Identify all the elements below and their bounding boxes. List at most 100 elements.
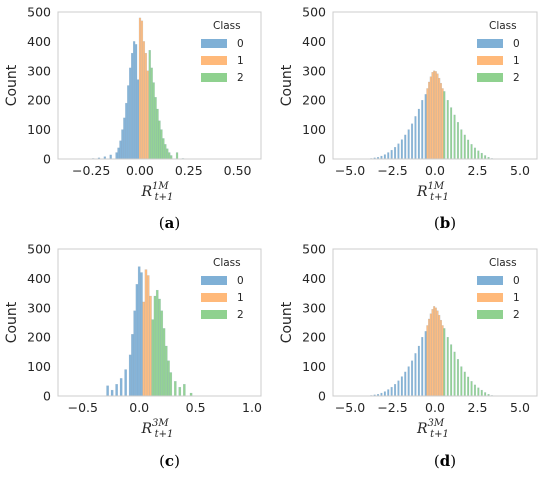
- bar: [473, 384, 476, 397]
- bar: [162, 328, 166, 397]
- legend-swatch: [477, 310, 503, 319]
- bar: [149, 295, 152, 397]
- bar: [121, 129, 124, 160]
- bar: [175, 152, 179, 160]
- bar: [414, 116, 417, 160]
- bar: [154, 97, 157, 160]
- bar: [441, 325, 444, 397]
- bar: [450, 344, 453, 397]
- bar: [439, 82, 442, 160]
- bar: [443, 91, 446, 160]
- bar: [407, 366, 410, 397]
- bar: [463, 134, 466, 160]
- bar: [424, 94, 427, 160]
- bar: [387, 152, 390, 160]
- axes-frame: [332, 11, 538, 160]
- bar: [439, 319, 442, 397]
- x-tick-label: −5.0: [335, 400, 365, 415]
- legend-label: 0: [513, 275, 520, 287]
- bar: [438, 77, 441, 160]
- axes-frame: [57, 248, 262, 397]
- bar: [115, 384, 118, 397]
- bar: [129, 67, 132, 160]
- x-tick-label: 0.0: [425, 163, 445, 178]
- bar: [394, 384, 397, 397]
- bar: [162, 138, 165, 160]
- x-tick-label: −0.5: [68, 400, 98, 415]
- bar: [453, 114, 456, 160]
- legend-title: Class: [489, 257, 517, 269]
- y-tick-label: 0: [318, 152, 326, 167]
- legend-label: 1: [513, 292, 520, 304]
- bar: [390, 386, 393, 397]
- bar: [467, 139, 470, 160]
- bar: [436, 73, 439, 160]
- y-axis-label: Count: [279, 301, 295, 343]
- x-axis-label: R1M t+1: [141, 181, 174, 203]
- x-tick-label: −0.25: [72, 163, 110, 178]
- bar: [470, 144, 473, 160]
- bar: [146, 275, 150, 397]
- bar: [125, 102, 128, 160]
- bar: [142, 41, 146, 160]
- bar: [132, 41, 136, 160]
- bar: [428, 318, 431, 397]
- bar: [434, 307, 437, 397]
- legend-swatch: [201, 73, 227, 82]
- x-axis-label: R1M t+1: [416, 181, 449, 203]
- bar: [169, 372, 173, 397]
- x-tick-label: 0.50: [224, 163, 252, 178]
- bar: [443, 328, 446, 397]
- panel-b: 0 100 200 300 400 500 −5.0 −2.5 0.0 2.5 5.0 Count R1…: [279, 5, 538, 232]
- bar: [131, 334, 134, 397]
- legend-title: Class: [213, 20, 241, 32]
- bar: [387, 389, 390, 397]
- y-tick-label: 100: [27, 359, 51, 374]
- panel-caption: (d): [434, 452, 456, 470]
- y-axis-label: Count: [4, 64, 20, 106]
- bar: [150, 67, 153, 160]
- panel-caption: (c): [159, 452, 180, 470]
- bar: [411, 360, 414, 397]
- legend-label: 1: [237, 292, 244, 304]
- bar: [123, 117, 126, 160]
- bar: [168, 152, 171, 160]
- bar: [158, 120, 161, 160]
- panel-caption: (b): [434, 214, 456, 232]
- y-tick-label: 500: [302, 242, 326, 257]
- bar: [160, 129, 163, 160]
- x-tick-label: −2.5: [377, 163, 407, 178]
- bar: [144, 52, 147, 160]
- bar: [456, 359, 459, 397]
- y-tick-label: 400: [302, 34, 326, 49]
- bar: [484, 392, 487, 397]
- bar: [115, 152, 118, 160]
- bar: [460, 366, 463, 397]
- bar: [155, 289, 159, 397]
- bar: [106, 385, 109, 397]
- bar: [133, 310, 136, 397]
- legend-swatch: [477, 39, 503, 48]
- bar: [110, 389, 114, 397]
- legend-swatch: [477, 276, 503, 285]
- axes-frame: [57, 11, 262, 160]
- bar: [128, 354, 132, 397]
- bar: [424, 331, 427, 397]
- x-tick-label: 2.5: [468, 400, 488, 415]
- x-tick-label: 5.0: [510, 163, 530, 178]
- legend-title: Class: [213, 257, 241, 269]
- legend-label: 0: [237, 275, 244, 287]
- bar: [400, 139, 403, 160]
- bar: [480, 152, 483, 160]
- legend-swatch: [477, 73, 503, 82]
- legend-label: 2: [513, 309, 520, 321]
- bar: [178, 386, 182, 397]
- bar: [414, 353, 417, 397]
- y-tick-label: 400: [27, 34, 51, 49]
- bar: [109, 154, 112, 160]
- y-tick-label: 100: [302, 359, 326, 374]
- legend-swatch: [201, 293, 227, 302]
- y-tick-label: 0: [43, 152, 51, 167]
- axes-frame: [332, 248, 538, 397]
